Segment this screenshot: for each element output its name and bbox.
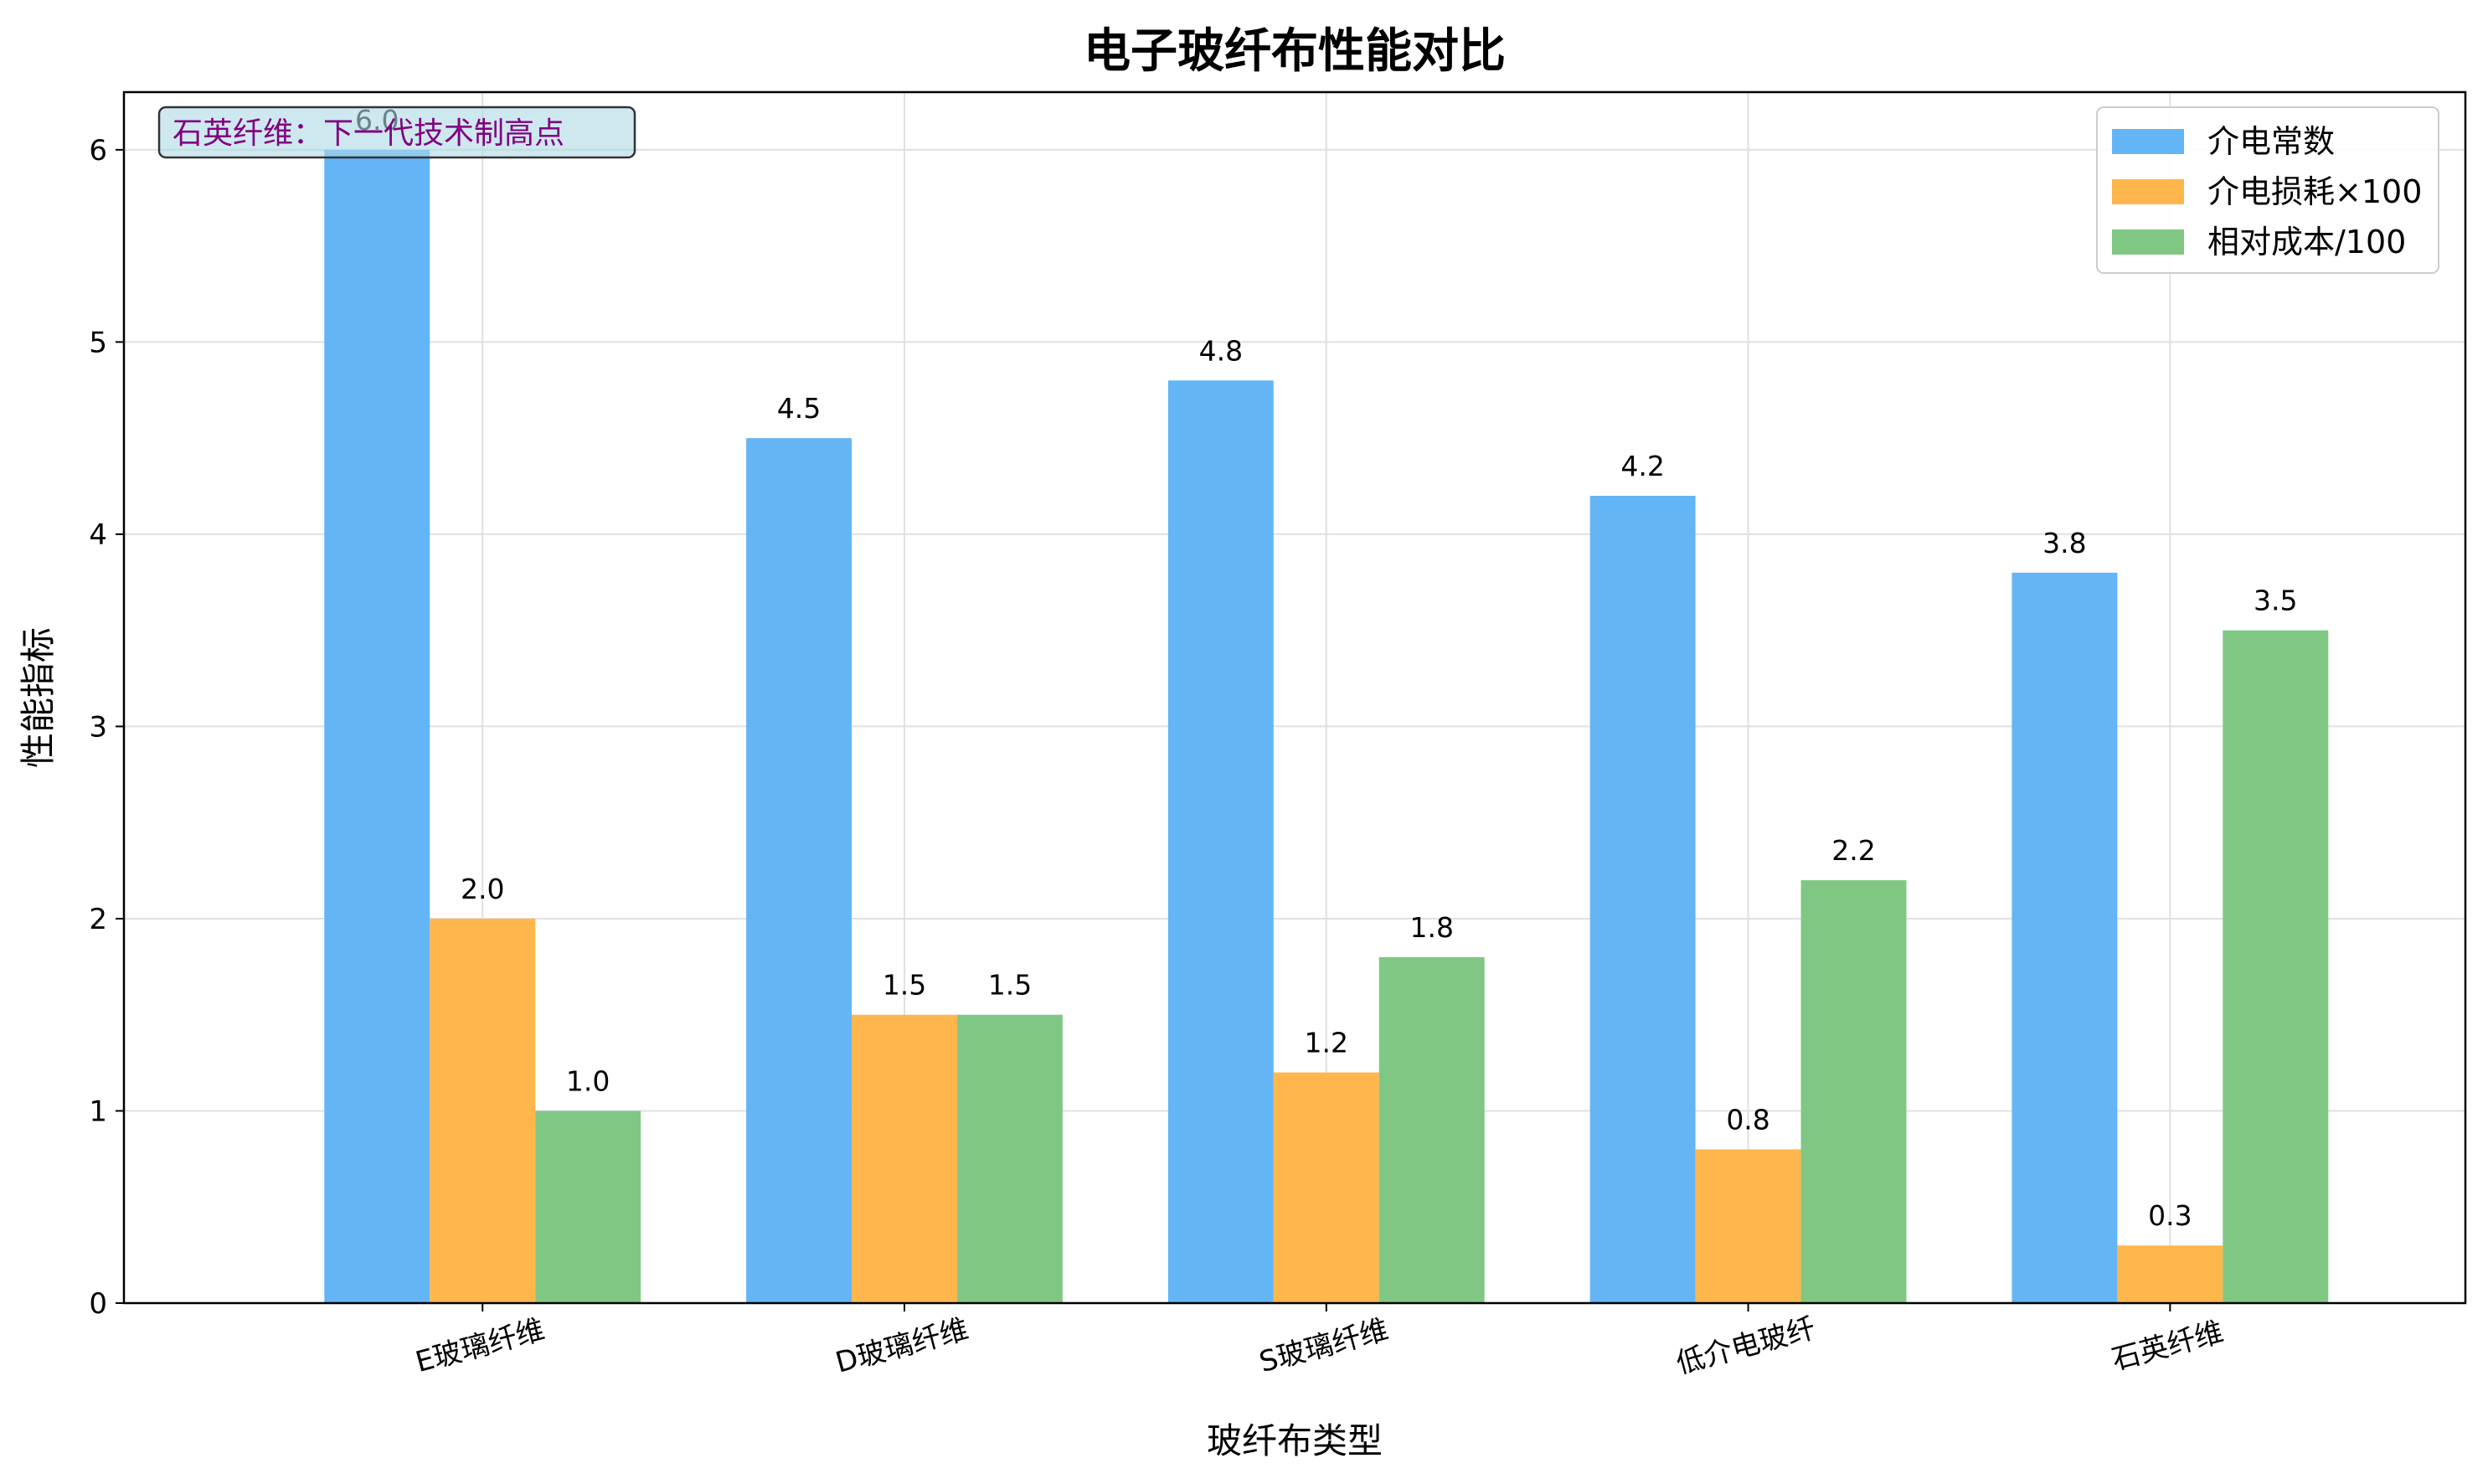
data-label: 3.5 [2254, 585, 2297, 617]
bar [1167, 380, 1274, 1304]
annotation-background [157, 106, 636, 159]
data-label: 4.2 [1620, 450, 1664, 482]
data-label: 4.8 [1199, 334, 1243, 367]
legend-label: 相对成本/100 [2207, 224, 2406, 260]
bar [1273, 1072, 1379, 1303]
data-label: 3.8 [2042, 527, 2086, 559]
data-label: 1.0 [566, 1064, 610, 1097]
bar [1589, 496, 1696, 1303]
annotation-box: 石英纤维：下一代技术制高点 [157, 106, 636, 159]
data-label: 2.2 [1831, 834, 1875, 867]
bar [1378, 956, 1485, 1303]
y-tick-label: 5 [89, 326, 107, 359]
y-tick-label: 1 [89, 1095, 107, 1128]
chart-title: 电子玻纤布性能对比 [1084, 24, 1506, 79]
bar [430, 918, 536, 1303]
y-tick-label: 6 [89, 134, 107, 167]
annotation-text: 石英纤维：下一代技术制高点 [173, 116, 564, 151]
data-label: 1.5 [883, 969, 926, 1002]
x-axis-title: 玻纤布类型 [1207, 1420, 1383, 1461]
bar [956, 1014, 1063, 1303]
bar [2223, 630, 2329, 1303]
data-label: 2.0 [461, 873, 504, 905]
legend-label: 介电常数 [2207, 123, 2335, 160]
legend-label: 介电损耗×100 [2207, 173, 2422, 210]
data-label: 1.2 [1305, 1027, 1348, 1059]
bar [535, 1110, 641, 1303]
data-label: 0.3 [2148, 1199, 2192, 1232]
data-label: 0.8 [1726, 1103, 1769, 1136]
bar [852, 1014, 957, 1303]
y-tick-label: 2 [89, 903, 107, 936]
bar [324, 149, 430, 1303]
bar [1695, 1149, 1801, 1303]
data-label: 1.5 [988, 969, 1032, 1002]
y-tick-label: 0 [89, 1287, 107, 1321]
plot-frame [122, 90, 2467, 1305]
bar [1800, 880, 1907, 1303]
legend-swatch [2112, 179, 2184, 204]
legend-swatch [2112, 229, 2184, 255]
y-tick-label: 3 [89, 710, 107, 744]
y-tick-label: 4 [89, 518, 107, 552]
data-label: 4.5 [777, 392, 821, 425]
y-axis-title: 性能指标 [18, 627, 59, 768]
data-label: 1.8 [1409, 911, 1453, 944]
bars [324, 149, 2329, 1304]
bar [2012, 572, 2118, 1303]
legend-swatch [2112, 129, 2184, 154]
bar [746, 438, 853, 1304]
bar [2117, 1245, 2223, 1303]
